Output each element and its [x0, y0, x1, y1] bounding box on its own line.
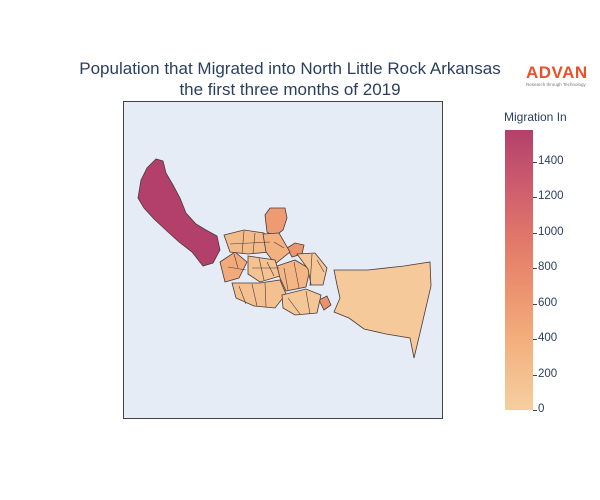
- region-north-spike[interactable]: [264, 207, 288, 238]
- region-boundary-line: [273, 241, 285, 249]
- colorbar-title: Migration In: [504, 110, 567, 124]
- region-east-large[interactable]: [333, 261, 432, 359]
- region-boundary-line: [233, 253, 239, 269]
- colorbar-tick-label: 1400: [538, 154, 564, 167]
- region-boundary-line: [309, 253, 313, 287]
- region-central-4[interactable]: [276, 259, 311, 292]
- chart-title: Population that Migrated into North Litt…: [20, 58, 560, 100]
- region-boundary-line: [251, 283, 258, 307]
- region-south-1[interactable]: [231, 279, 287, 309]
- region-boundary-line: [258, 257, 265, 281]
- colorbar-tick-mark: [533, 410, 537, 411]
- colorbar-tick-mark: [533, 268, 537, 270]
- region-boundary-line: [266, 261, 275, 277]
- region-boundary-line: [252, 232, 256, 255]
- region-boundary-line: [227, 266, 247, 271]
- colorbar: [505, 130, 533, 410]
- logo-tagline: Research through Technology: [526, 82, 586, 87]
- region-central-3[interactable]: [247, 255, 281, 283]
- map-frame[interactable]: [123, 101, 443, 419]
- colorbar-tick-label: 200: [538, 367, 558, 380]
- logo-word: ADVAN: [526, 63, 588, 82]
- colorbar-tick-mark: [533, 303, 537, 305]
- colorbar-tick-label: 400: [538, 332, 558, 345]
- chart-title-line-1: Population that Migrated into North Litt…: [79, 59, 501, 78]
- colorbar-tick-label: 600: [538, 296, 558, 309]
- region-boundary-line: [287, 297, 301, 315]
- region-boundary-line: [293, 261, 300, 289]
- colorbar-tick-label: 0: [538, 403, 545, 415]
- region-east-small[interactable]: [318, 295, 332, 311]
- colorbar-tick-mark: [533, 374, 537, 376]
- region-northwest[interactable]: [137, 158, 221, 267]
- colorbar-tick-label: 800: [538, 261, 558, 274]
- region-boundary-line: [241, 230, 245, 255]
- map-svg[interactable]: [124, 102, 442, 418]
- region-boundary-line: [316, 259, 325, 273]
- region-central-2[interactable]: [262, 232, 291, 265]
- region-boundary-line: [283, 267, 289, 291]
- region-boundary-line: [264, 282, 267, 308]
- region-central-5[interactable]: [296, 252, 328, 286]
- chart-title-line-2: the first three months of 2019: [179, 80, 401, 99]
- region-south-2[interactable]: [281, 288, 322, 316]
- colorbar-tick-mark: [533, 339, 537, 341]
- region-west-mid[interactable]: [219, 251, 248, 283]
- colorbar-tick-mark: [533, 161, 537, 163]
- colorbar-tick-label: 1200: [538, 190, 564, 203]
- region-boundary-line: [305, 290, 311, 315]
- colorbar-tick-label: 1000: [538, 225, 564, 238]
- region-boundary-line: [238, 285, 247, 305]
- region-boundary-line: [229, 241, 271, 245]
- colorbar-tick-mark: [533, 197, 537, 199]
- advan-logo: ADVAN Research through Technology: [526, 64, 596, 88]
- colorbar-tick-mark: [533, 232, 537, 234]
